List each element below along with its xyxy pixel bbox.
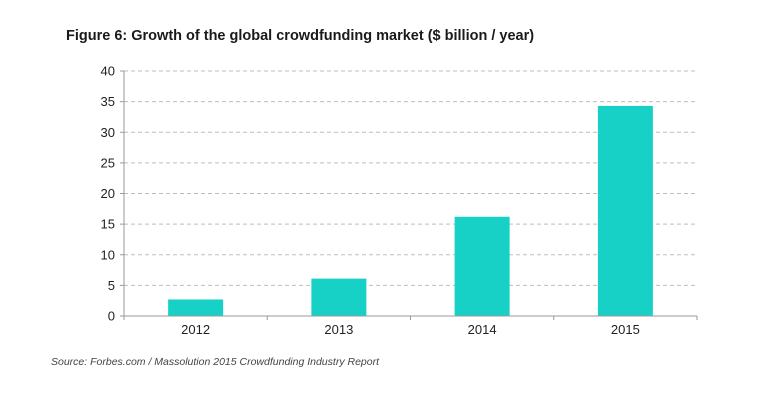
y-axis-ticks: 0 5 10 15 20 25 30 35 40	[101, 64, 124, 324]
bars	[168, 105, 653, 316]
y-tick-label: 35	[101, 94, 115, 109]
y-tick-label: 40	[101, 64, 115, 79]
bar-2015	[597, 105, 653, 316]
chart-source: Source: Forbes.com / Massolution 2015 Cr…	[51, 356, 379, 368]
bar-2012	[168, 299, 224, 316]
chart-title: Figure 6: Growth of the global crowdfund…	[66, 28, 535, 44]
y-tick-label: 0	[108, 309, 115, 324]
y-tick-label: 10	[101, 247, 115, 262]
x-tick-label: 2012	[181, 322, 210, 337]
y-tick-label: 25	[101, 155, 115, 170]
x-axis-ticks: 2012 2013 2014 2015	[123, 316, 698, 337]
y-tick-label: 30	[101, 125, 115, 140]
y-tick-label: 20	[101, 186, 115, 201]
bar-2013	[311, 278, 367, 316]
y-tick-label: 15	[101, 217, 115, 232]
x-tick-label: 2014	[468, 322, 497, 337]
x-tick-label: 2015	[611, 322, 640, 337]
bar-2014	[454, 216, 510, 316]
x-tick-label: 2013	[324, 322, 353, 337]
y-tick-label: 5	[108, 278, 115, 293]
